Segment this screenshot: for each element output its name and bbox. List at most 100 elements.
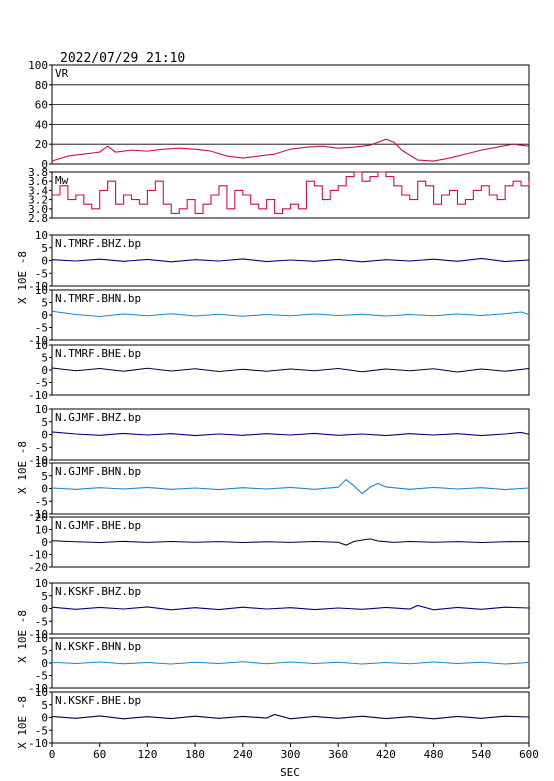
series-line [51,138,530,162]
series-line [51,661,530,665]
y-tick-label: 20 [35,138,48,151]
y-tick-label: 10 [35,457,48,470]
y-tick-label: 10 [35,339,48,352]
y-axis-group-label: X 10E -8 [16,696,29,749]
y-tick-label: 40 [35,118,48,131]
panel-label: N.KSKF.BHZ.bp [55,585,141,598]
y-tick-label: -5 [35,615,48,628]
y-tick-label: 0 [41,657,48,670]
y-tick-label: -10 [28,682,48,695]
panel-1: 3.83.63.43.23.02.8 Mw [28,166,530,225]
series-line [51,478,530,495]
panel-label: VR [55,67,69,80]
panel-label: N.GJMF.BHN.bp [55,465,141,478]
panel-label: Mw [55,174,69,187]
y-tick-label: 0 [41,712,48,725]
y-tick-label: -5 [35,724,48,737]
x-tick-label: 0 [49,748,56,761]
y-tick-label: -10 [28,454,48,467]
y-tick-label: 10 [35,403,48,416]
y-tick-label: 3.2 [28,194,48,207]
y-tick-label: 0 [41,255,48,268]
y-axis-group-label: X 10E -8 [16,610,29,663]
y-tick-label: 0 [41,603,48,616]
panel-label: N.TMRF.BHE.bp [55,347,141,360]
y-tick-label: 20 [35,511,48,524]
x-tick-label: 240 [233,748,253,761]
x-axis: 0 60 120 180 240 300 360 420 480 540 600 [49,743,539,761]
y-tick-label: 10 [35,686,48,699]
y-tick-label: -10 [28,334,48,347]
y-tick-label: -5 [35,495,48,508]
series-line [51,431,530,437]
y-tick-label: -10 [28,737,48,750]
y-tick-label: -5 [35,322,48,335]
y-tick-label: 5 [41,297,48,310]
x-tick-label: 600 [519,748,539,761]
y-tick-label: 80 [35,79,48,92]
y-tick-label: -5 [35,377,48,390]
y-tick-label: 60 [35,99,48,112]
x-tick-label: 60 [93,748,106,761]
y-tick-label: 0 [41,158,48,171]
y-tick-label: -10 [28,549,48,562]
y-tick-label: 0 [41,429,48,442]
y-tick-label: 3.4 [28,184,48,197]
y-tick-label: 5 [41,699,48,712]
series-line [51,538,530,546]
timestamp-label: 2022/07/29 21:10 [60,51,185,66]
y-axis-group-label: X 10E -8 [16,251,29,304]
y-tick-label: 10 [35,284,48,297]
series-line [51,257,530,263]
series-line [52,171,530,214]
y-tick-label: 10 [35,229,48,242]
panel-label: N.KSKF.BHN.bp [55,640,141,653]
y-tick-label: 10 [35,524,48,537]
x-tick-label: 420 [376,748,396,761]
y-tick-label: 0 [41,309,48,322]
y-tick-label: 3.8 [28,166,48,179]
x-tick-label: 300 [281,748,301,761]
y-tick-label: 0 [41,364,48,377]
panel-0: 100 80 60 40 20 0 VR [28,59,530,171]
y-tick-label: 5 [41,470,48,483]
x-axis-label: SEC [280,766,300,779]
y-tick-label: 5 [41,352,48,365]
y-tick-label: -10 [28,389,48,402]
x-tick-label: 120 [137,748,157,761]
y-tick-label: -5 [35,441,48,454]
y-tick-label: 100 [28,59,48,72]
panels-group: 100806040200VR3.83.63.43.23.02.8Mw1050-5… [28,59,530,750]
y-tick-label: 5 [41,242,48,255]
x-tick-label: 180 [185,748,205,761]
y-tick-label: 2.8 [28,212,48,225]
y-tick-label: 5 [41,416,48,429]
panel-frame [51,64,530,165]
y-tick-label: -10 [28,508,48,521]
panel-label: N.GJMF.BHZ.bp [55,411,141,424]
y-tick-label: -20 [28,561,48,574]
y-tick-label: -5 [35,267,48,280]
y-tick-label: 0 [41,483,48,496]
y-tick-label: 0 [41,536,48,549]
y-tick-label: -10 [28,628,48,641]
y-tick-label: 3.6 [28,175,48,188]
x-tick-label: 540 [471,748,491,761]
y-tick-label: 10 [35,632,48,645]
y-tick-label: 5 [41,590,48,603]
y-tick-label: -5 [35,670,48,683]
series-line [51,604,530,611]
y-axis-group-label: X 10E -8 [16,441,29,494]
y-tick-label: -10 [28,280,48,293]
y-axis-group-labels: X 10E -8 X 10E -8 X 10E -8 X 10E -8 [16,251,29,749]
panel-label: N.GJMF.BHE.bp [55,519,141,532]
y-tick-label: 10 [35,577,48,590]
y-tick-label: 5 [41,645,48,658]
